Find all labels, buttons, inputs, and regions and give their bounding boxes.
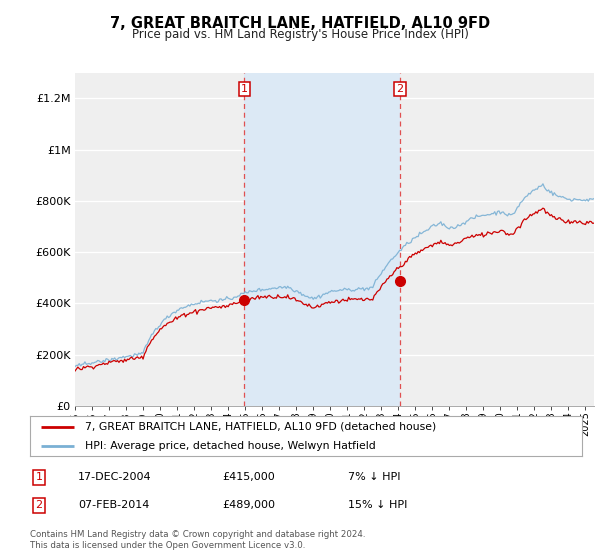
Text: 1: 1	[35, 472, 43, 482]
Text: 07-FEB-2014: 07-FEB-2014	[78, 500, 149, 510]
Text: 17-DEC-2004: 17-DEC-2004	[78, 472, 152, 482]
Text: 15% ↓ HPI: 15% ↓ HPI	[348, 500, 407, 510]
Text: 2: 2	[397, 85, 404, 95]
Bar	[244, 73, 400, 406]
Text: £415,000: £415,000	[222, 472, 275, 482]
Text: 7% ↓ HPI: 7% ↓ HPI	[348, 472, 401, 482]
Text: Price paid vs. HM Land Registry's House Price Index (HPI): Price paid vs. HM Land Registry's House …	[131, 28, 469, 41]
Text: This data is licensed under the Open Government Licence v3.0.: This data is licensed under the Open Gov…	[30, 541, 305, 550]
Text: 1: 1	[241, 85, 248, 95]
Text: Contains HM Land Registry data © Crown copyright and database right 2024.: Contains HM Land Registry data © Crown c…	[30, 530, 365, 539]
Text: HPI: Average price, detached house, Welwyn Hatfield: HPI: Average price, detached house, Welw…	[85, 441, 376, 450]
Text: 2: 2	[35, 500, 43, 510]
Text: 7, GREAT BRAITCH LANE, HATFIELD, AL10 9FD: 7, GREAT BRAITCH LANE, HATFIELD, AL10 9F…	[110, 16, 490, 31]
Text: £489,000: £489,000	[222, 500, 275, 510]
Text: 7, GREAT BRAITCH LANE, HATFIELD, AL10 9FD (detached house): 7, GREAT BRAITCH LANE, HATFIELD, AL10 9F…	[85, 422, 436, 432]
